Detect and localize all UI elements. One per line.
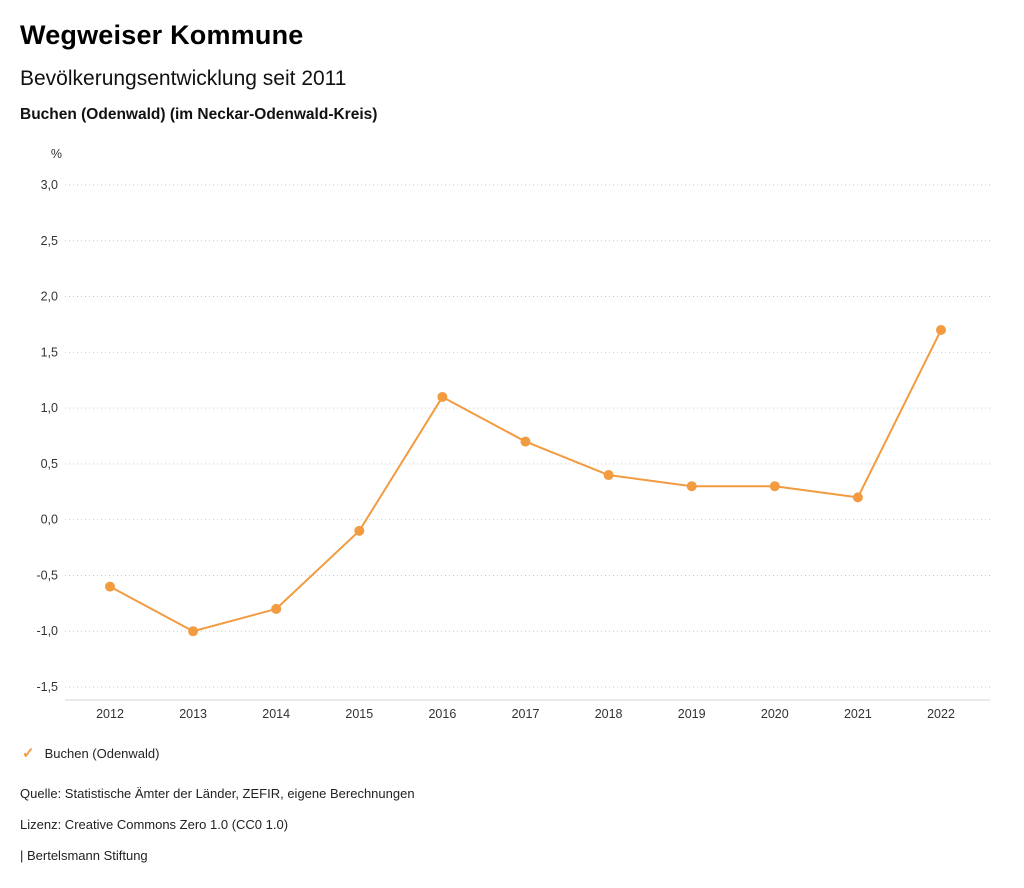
legend: ✓ Buchen (Odenwald) bbox=[22, 746, 159, 761]
data-point[interactable] bbox=[188, 626, 199, 637]
license-text: Lizenz: Creative Commons Zero 1.0 (CC0 1… bbox=[20, 817, 289, 832]
chart-title: Bevölkerungsentwicklung seit 2011 bbox=[20, 67, 347, 90]
x-tick-label: 2015 bbox=[345, 707, 373, 721]
data-point[interactable] bbox=[271, 603, 282, 614]
check-icon: ✓ bbox=[22, 745, 35, 762]
data-point[interactable] bbox=[603, 470, 614, 481]
x-tick-label: 2022 bbox=[927, 707, 955, 721]
x-tick-label: 2012 bbox=[96, 707, 124, 721]
data-point[interactable] bbox=[437, 391, 448, 402]
region-subtitle: Buchen (Odenwald) (im Neckar-Odenwald-Kr… bbox=[20, 106, 378, 123]
data-point[interactable] bbox=[852, 492, 863, 503]
x-tick-label: 2021 bbox=[844, 707, 872, 721]
attribution-text: | Bertelsmann Stiftung bbox=[20, 848, 148, 863]
data-point[interactable] bbox=[354, 525, 365, 536]
source-text: Quelle: Statistische Ämter der Länder, Z… bbox=[20, 786, 415, 801]
y-axis-unit-label: % bbox=[51, 147, 62, 161]
x-tick-label: 2016 bbox=[428, 707, 456, 721]
data-point[interactable] bbox=[105, 581, 115, 592]
y-tick-label: 1,5 bbox=[41, 345, 58, 359]
y-tick-label: -0,5 bbox=[36, 568, 58, 582]
legend-label[interactable]: Buchen (Odenwald) bbox=[44, 746, 160, 761]
y-tick-label: -1,0 bbox=[36, 624, 58, 638]
y-tick-label: 2,5 bbox=[41, 234, 58, 248]
x-tick-label: 2019 bbox=[678, 707, 706, 721]
y-tick-label: 0,5 bbox=[41, 457, 58, 471]
series-line bbox=[109, 329, 942, 633]
data-point[interactable] bbox=[520, 436, 531, 447]
y-tick-label: 3,0 bbox=[41, 178, 58, 192]
x-tick-label: 2017 bbox=[512, 707, 540, 721]
x-tick-label: 2014 bbox=[262, 707, 290, 721]
x-tick-label: 2013 bbox=[179, 707, 207, 721]
y-tick-label: 1,0 bbox=[41, 401, 58, 415]
page-title: Wegweiser Kommune bbox=[20, 20, 304, 50]
x-tick-label: 2020 bbox=[761, 707, 789, 721]
y-tick-label: 2,0 bbox=[41, 290, 58, 304]
x-tick-label: 2018 bbox=[595, 707, 623, 721]
data-point[interactable] bbox=[769, 481, 780, 492]
data-point[interactable] bbox=[686, 481, 697, 492]
population-development-line-chart: % 3,0 2,5 2,0 1,5 1,0 0,5 0,0 -0,5 -1,0 -1,5 2012 20… bbox=[36, 147, 990, 721]
y-tick-label: -1,5 bbox=[36, 680, 58, 694]
y-tick-label: 0,0 bbox=[41, 513, 58, 527]
data-point[interactable] bbox=[936, 325, 946, 336]
